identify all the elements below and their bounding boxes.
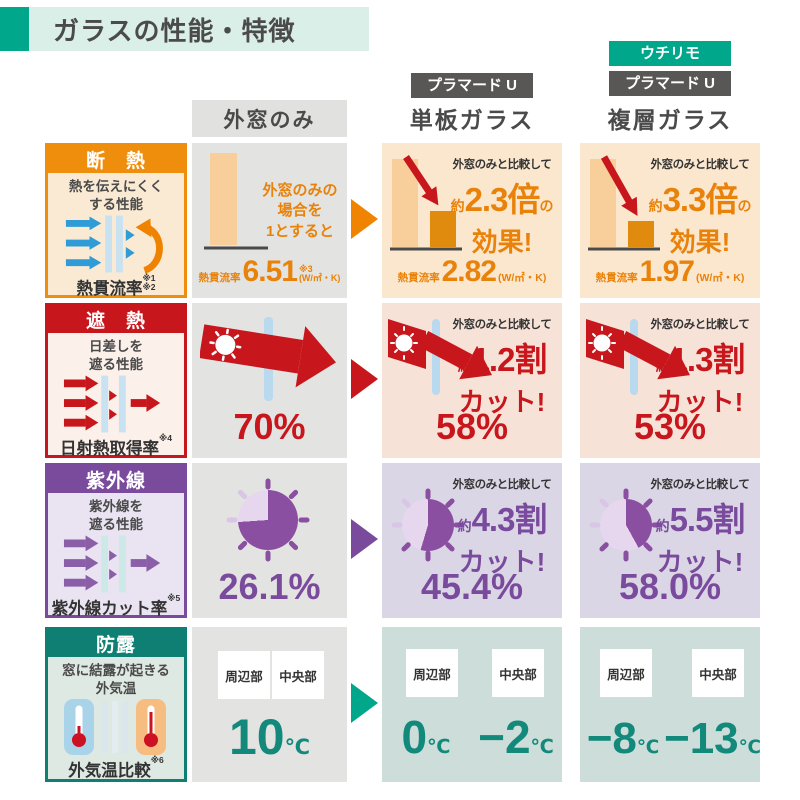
- u-value-double: 熱貫流率1.97 (W/㎡・K): [595, 255, 745, 288]
- cell-shading-single: 外窓のみと比較して 約1.2割 カット! 58%: [382, 303, 562, 458]
- row-label-shading: 遮 熱 日差しを 遮る性能 日射熱取得率※4: [45, 303, 187, 458]
- u-value-base: 熱貫流率6.51 ※3 (W/㎡・K): [198, 255, 341, 288]
- badge-plamado-u-single: プラマード U: [411, 73, 533, 98]
- badge-uchirimo: ウチリモ: [609, 41, 731, 66]
- row-desc-condensation: 窓に結露が起きる 外気温: [62, 663, 170, 696]
- thermometer-icon: [48, 697, 184, 757]
- uv-double-value: 58.0%: [618, 566, 722, 607]
- row-title-condensation: 防露: [48, 630, 184, 657]
- cell-insulation-double: 外窓のみと比較して 約3.3倍の 効果! 熱貫流率1.97 (W/㎡・K): [580, 143, 760, 298]
- page-title-bar: ガラスの性能・特徴: [0, 7, 369, 51]
- row-desc-shading: 日差しを 遮る性能: [89, 339, 143, 372]
- shading-arrows-icon: [48, 373, 184, 435]
- cut-callout: 外窓のみと比較して 約1.3割 カット!: [650, 319, 750, 417]
- arrow-right-icon: [351, 359, 378, 399]
- arrow-right-icon: [351, 683, 378, 723]
- cell-shading-double: 外窓のみと比較して 約1.3割 カット! 53%: [580, 303, 760, 458]
- sun-arrow-cut-icon: [388, 319, 492, 395]
- center-label-box: 中央部: [272, 651, 324, 699]
- cell-condensation-base: 周辺部 中央部 10℃: [192, 627, 347, 782]
- row-desc-uv: 紫外線を 遮る性能: [89, 499, 143, 532]
- uv-arrows-icon: [48, 533, 184, 595]
- uv-base-value: 26.1%: [218, 566, 321, 607]
- row-label-insulation: 断 熱 熱を伝えにくく する性能 熱貫流率※1 ※2: [45, 143, 187, 298]
- cell-condensation-single: 周辺部 中央部 0℃ −2℃: [382, 627, 562, 782]
- footnote-marks: ※1 ※2: [142, 273, 156, 293]
- column-header-double-glass: 複層ガラス: [607, 107, 733, 133]
- footnote-marks: ※5: [167, 593, 181, 604]
- row-label-condensation: 防露 窓に結露が起きる 外気温 外気温比較※6: [45, 627, 187, 782]
- cut-callout: 外窓のみと比較して 約1.2割 カット!: [452, 319, 552, 417]
- arrow-right-icon: [351, 199, 378, 239]
- cell-uv-single: 外窓のみと比較して 約4.3割 カット! 45.4%: [382, 463, 562, 618]
- row-title-shading: 遮 熱: [48, 306, 184, 333]
- edge-label-box: 周辺部: [406, 649, 458, 697]
- u-value-single: 熱貫流率2.82 (W/㎡・K): [397, 255, 547, 288]
- page-title: ガラスの性能・特徴: [29, 7, 369, 51]
- sun-pie-icon: [390, 487, 466, 563]
- sun-arrow-icon: [200, 317, 336, 401]
- cell-uv-base: 26.1%: [192, 463, 347, 618]
- metric-uv: 紫外線カット率※5: [51, 593, 181, 619]
- bar-chart-base-icon: [204, 153, 268, 250]
- column-header-single-glass: 単板ガラス: [409, 107, 535, 133]
- cell-insulation-base: 外窓のみの 場合を 1とすると 熱貫流率6.51 ※3 (W/㎡・K): [192, 143, 347, 298]
- footnote-mark: ※3: [298, 263, 313, 274]
- arrow-right-icon: [351, 519, 378, 559]
- sun-pie-icon: [225, 477, 311, 563]
- shading-double-value: 53%: [633, 406, 707, 447]
- footnote-marks: ※6: [150, 755, 164, 766]
- row-title-insulation: 断 熱: [48, 146, 184, 173]
- bar-chart-compare-icon: [588, 155, 660, 251]
- metric-condensation: 外気温比較※6: [68, 755, 164, 781]
- title-accent-square: [0, 7, 29, 51]
- u-unit: (W/㎡・K): [298, 273, 341, 283]
- sun-pie-icon: [588, 487, 664, 563]
- shading-single-value: 58%: [435, 406, 509, 447]
- temp-edge-double: −8℃: [586, 714, 660, 763]
- effect-callout: 外窓のみと比較して 約3.3倍の 効果!: [648, 159, 752, 257]
- effect-callout: 外窓のみと比較して 約2.3倍の 効果!: [450, 159, 554, 257]
- footnote-marks: ※4: [159, 433, 172, 444]
- cell-insulation-single: 外窓のみと比較して 約2.3倍の 効果! 熱貫流率2.82 (W/㎡・K): [382, 143, 562, 298]
- badge-plamado-u-double: プラマード U: [609, 71, 731, 96]
- temp-center-single: −2℃: [478, 711, 554, 763]
- base-note: 外窓のみの 場合を 1とすると: [262, 182, 338, 240]
- row-title-uv: 紫外線: [48, 466, 184, 493]
- edge-label-box: 周辺部: [600, 649, 652, 697]
- temp-edge-single: 0℃: [401, 711, 451, 763]
- temp-center-double: −13℃: [664, 714, 760, 763]
- insulation-arrows-icon: [48, 213, 184, 275]
- bar-chart-compare-icon: [390, 155, 462, 251]
- cut-callout: 外窓のみと比較して 約4.3割 カット!: [452, 479, 552, 577]
- shading-base-value: 70%: [233, 406, 306, 447]
- row-desc-insulation: 熱を伝えにくく する性能: [68, 179, 164, 212]
- center-label-box: 中央部: [492, 649, 544, 697]
- cell-shading-base: 70%: [192, 303, 347, 458]
- uv-single-value: 45.4%: [420, 566, 524, 607]
- temp-base: 10℃: [228, 709, 311, 765]
- column-header-outer-only: 外窓のみ: [192, 100, 347, 137]
- cell-condensation-double: 周辺部 中央部 −8℃ −13℃: [580, 627, 760, 782]
- metric-shading: 日射熱取得率※4: [60, 433, 172, 459]
- cut-callout: 外窓のみと比較して 約5.5割 カット!: [650, 479, 750, 577]
- row-label-uv: 紫外線 紫外線を 遮る性能 紫外線カット率※5: [45, 463, 187, 618]
- metric-insulation: 熱貫流率※1 ※2: [76, 273, 156, 299]
- cell-uv-double: 外窓のみと比較して 約5.5割 カット! 58.0%: [580, 463, 760, 618]
- center-label-box: 中央部: [692, 649, 744, 697]
- edge-label-box: 周辺部: [218, 651, 270, 699]
- sun-arrow-cut-icon: [586, 319, 690, 395]
